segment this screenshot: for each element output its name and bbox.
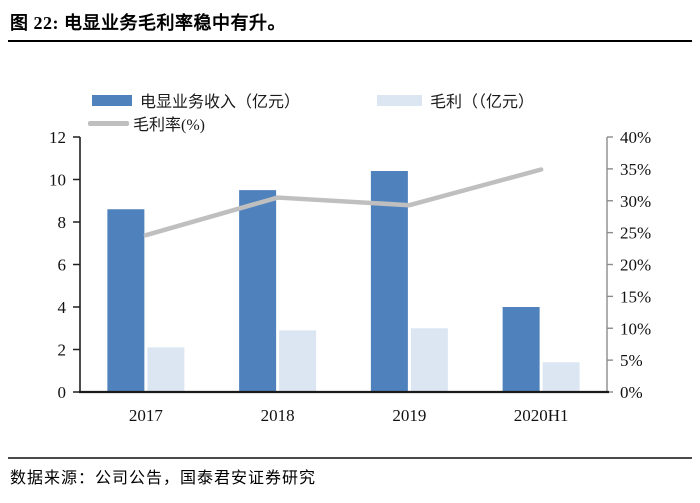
bar-gross-profit-2020H1 bbox=[542, 362, 580, 392]
legend-label-gross-margin: 毛利率(%) bbox=[133, 117, 205, 134]
right-axis-tick-label: 20% bbox=[620, 256, 651, 275]
legend-label-revenue: 电显业务收入（亿元） bbox=[140, 94, 301, 111]
bar-revenue-2017 bbox=[107, 209, 145, 392]
right-axis-tick-label: 30% bbox=[620, 192, 651, 211]
left-axis-tick-label: 4 bbox=[58, 298, 67, 317]
x-axis-label-2017: 2017 bbox=[129, 406, 164, 425]
left-axis-tick-label: 10 bbox=[49, 171, 66, 190]
legend-item-revenue: 电显业务收入（亿元） bbox=[92, 88, 300, 112]
left-axis-tick-label: 0 bbox=[58, 383, 67, 402]
right-axis-tick-label: 25% bbox=[620, 224, 651, 243]
bar-revenue-2019 bbox=[370, 171, 408, 392]
gross-margin-line-swatch-icon bbox=[88, 120, 129, 126]
revenue-bar-swatch-icon bbox=[92, 94, 132, 106]
bar-gross-profit-2018 bbox=[279, 330, 317, 392]
right-axis-tick-label: 40% bbox=[620, 128, 651, 147]
left-axis-tick-label: 2 bbox=[58, 341, 67, 360]
bar-revenue-2020H1 bbox=[502, 307, 540, 392]
right-axis-tick-label: 0% bbox=[620, 383, 643, 402]
left-axis-tick-label: 6 bbox=[58, 256, 67, 275]
legend-label-gross-profit: 毛利（（亿元） bbox=[430, 94, 535, 111]
data-source: 数据来源：公司公告，国泰君安证券研究 bbox=[10, 470, 317, 487]
legend-item-gross-profit: 毛利（（亿元） bbox=[377, 88, 534, 112]
title-divider bbox=[8, 40, 692, 42]
right-axis-tick-label: 15% bbox=[620, 287, 651, 306]
bar-gross-profit-2019 bbox=[410, 328, 448, 392]
right-axis-tick-label: 10% bbox=[620, 319, 651, 338]
right-axis-tick-label: 35% bbox=[620, 160, 651, 179]
footer-divider bbox=[8, 457, 692, 459]
x-axis-label-2019: 2019 bbox=[392, 406, 426, 425]
legend-item-gross-margin: 毛利率(%) bbox=[88, 111, 205, 135]
x-axis-label-2018: 2018 bbox=[261, 406, 295, 425]
right-axis-tick-label: 5% bbox=[620, 351, 643, 370]
left-axis-tick-label: 8 bbox=[58, 213, 67, 232]
bar-gross-profit-2017 bbox=[147, 347, 185, 392]
bar-revenue-2018 bbox=[239, 190, 277, 392]
gross-profit-bar-swatch-icon bbox=[377, 94, 422, 106]
x-axis-label-2020H1: 2020H1 bbox=[514, 406, 569, 425]
gross-margin-line bbox=[143, 167, 544, 238]
figure-title: 图 22: 电显业务毛利率稳中有升。 bbox=[10, 13, 286, 33]
left-axis-tick-label: 12 bbox=[49, 128, 66, 147]
